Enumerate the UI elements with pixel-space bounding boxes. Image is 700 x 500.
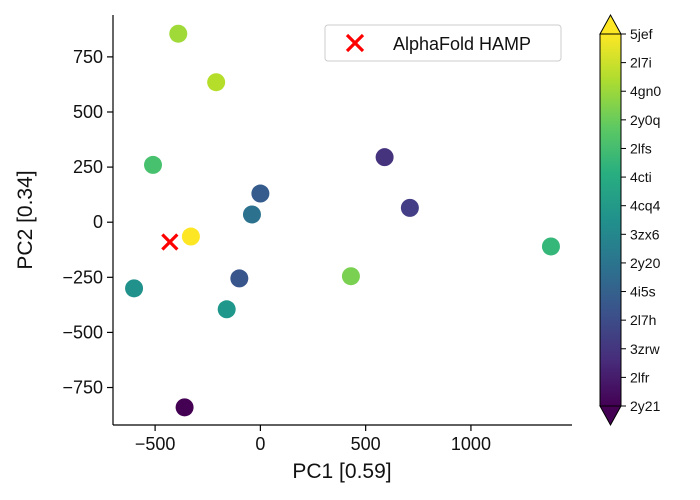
colorbar-tick-label: 2y21	[630, 398, 661, 414]
y-tick-label: 250	[73, 157, 103, 177]
colorbar-gradient	[599, 33, 622, 407]
colorbar-tick-label: 2l7i	[630, 55, 652, 71]
colorbar-tick-label: 4cq4	[630, 198, 661, 214]
scatter-point-2lfs	[144, 155, 163, 174]
scatter-point-5jef	[181, 227, 200, 246]
y-tick-label: −250	[62, 267, 103, 287]
colorbar-tick-label: 5jef	[630, 26, 653, 42]
scatter-point-2y0q	[341, 267, 360, 286]
colorbar-tick-label: 2lfr	[630, 369, 650, 385]
reference-points	[161, 233, 179, 251]
legend-box	[324, 24, 562, 62]
scatter-point-3zrw	[400, 198, 419, 217]
scatter-point-2y0q	[169, 24, 188, 43]
legend: AlphaFold HAMP	[324, 24, 562, 62]
colorbar-tick-label: 4gn0	[630, 83, 661, 99]
scatter-point-2l7h	[230, 269, 249, 288]
colorbar-tick-label: 2y0q	[630, 112, 660, 128]
colorbar-tick-label: 2lfs	[630, 140, 652, 156]
colorbar-tick-label: 2l7h	[630, 312, 656, 328]
y-ticks: −750 −500 −250 0 250 500 750	[62, 47, 113, 398]
legend-marker-x	[345, 33, 365, 53]
y-axis-label: PC2 [0.34]	[14, 170, 37, 269]
y-tick-label: 0	[93, 212, 103, 232]
x-tick-label: 500	[351, 434, 381, 454]
colorbar-tick-label: 3zx6	[630, 226, 660, 242]
y-tick-label: 750	[73, 47, 103, 67]
colorbar-extend-top	[599, 13, 622, 35]
colorbar-ticks: 2y21 2lfr 3zrw 2l7h 4i5s 2y20 3zx6 4cq4 4cti 2lfs…	[621, 26, 661, 414]
scatter-point-4cq4	[125, 279, 144, 298]
data-points	[125, 24, 560, 417]
colorbar-tick-label: 4i5s	[630, 284, 656, 300]
colorbar-extend-bottom	[599, 405, 622, 427]
colorbar-tick-label: 3zrw	[630, 341, 660, 357]
x-tick-label: −500	[135, 434, 176, 454]
colorbar: 2y21 2lfr 3zrw 2l7h 4i5s 2y20 3zx6 4cq4 4cti 2lfs…	[599, 13, 661, 427]
scatter-point-2l7h	[251, 184, 270, 203]
y-tick-label: 500	[73, 102, 103, 122]
scatter-point-2lfr	[375, 148, 394, 167]
x-ticks: −500 0 500 1000	[135, 425, 491, 454]
scatter-point-4i5s	[242, 205, 261, 224]
y-tick-label: −500	[62, 322, 103, 342]
x-axis-label: PC1 [0.59]	[292, 460, 391, 483]
x-tick-label: 0	[255, 434, 265, 454]
colorbar-tick-label: 2y20	[630, 255, 661, 271]
colorbar-tick-label: 4cti	[630, 169, 652, 185]
scatter-point-3zx6	[217, 300, 236, 319]
y-tick-label: −750	[62, 378, 103, 398]
scatter-point-2lfs	[541, 237, 560, 256]
scatter-point-2y21	[175, 398, 194, 417]
alphafold-hamp-marker	[161, 233, 179, 251]
legend-label: AlphaFold HAMP	[393, 34, 531, 54]
plot-axes: −500 0 500 1000 −750 −500 −250 0 250 500 750	[62, 15, 572, 454]
x-tick-label: 1000	[451, 434, 491, 454]
scatter-point-4gn0	[207, 73, 226, 92]
